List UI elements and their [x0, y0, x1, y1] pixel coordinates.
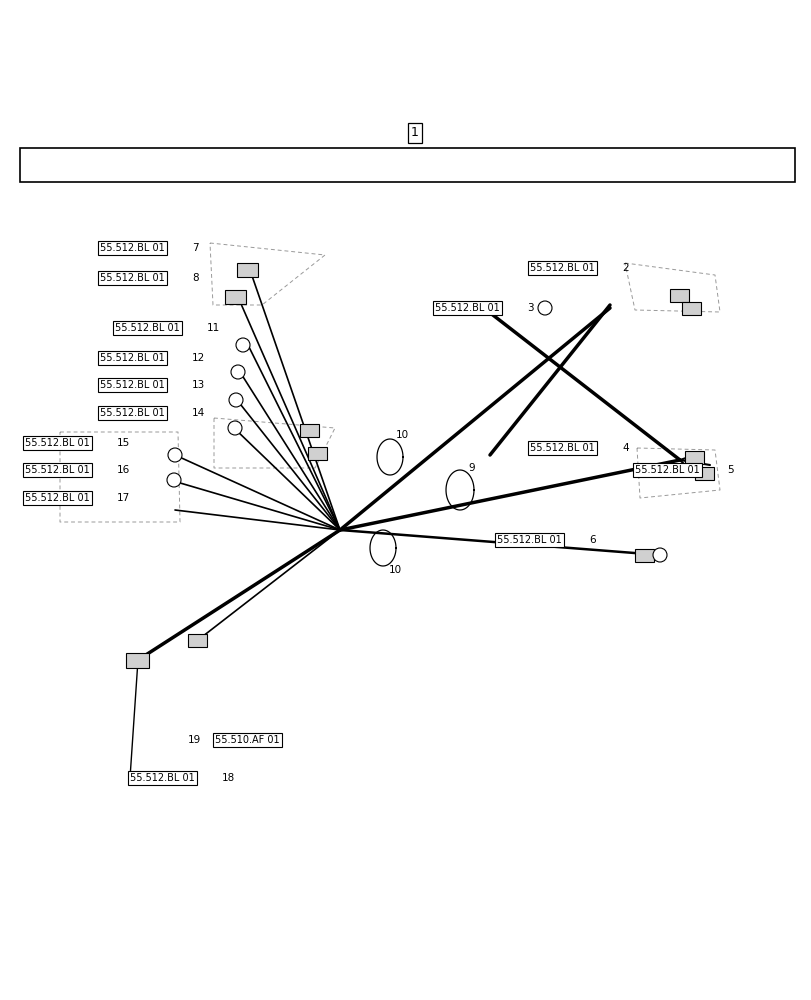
- Text: 15: 15: [117, 438, 130, 448]
- Text: 55.512.BL 01: 55.512.BL 01: [496, 535, 561, 545]
- Bar: [20, 148, 794, 182]
- Text: 55.512.BL 01: 55.512.BL 01: [530, 263, 594, 273]
- FancyBboxPatch shape: [300, 424, 319, 436]
- Circle shape: [229, 393, 242, 407]
- FancyBboxPatch shape: [188, 634, 208, 647]
- Circle shape: [167, 473, 181, 487]
- Text: 4: 4: [621, 443, 628, 453]
- Text: 19: 19: [187, 735, 201, 745]
- Text: 55.512.BL 01: 55.512.BL 01: [100, 353, 165, 363]
- Text: 12: 12: [191, 353, 205, 363]
- Text: 55.510.AF 01: 55.510.AF 01: [215, 735, 279, 745]
- Text: 18: 18: [221, 773, 235, 783]
- Text: 16: 16: [117, 465, 130, 475]
- Circle shape: [236, 338, 250, 352]
- Text: 55.512.BL 01: 55.512.BL 01: [100, 380, 165, 390]
- Text: 14: 14: [191, 408, 205, 418]
- Text: 55.512.BL 01: 55.512.BL 01: [25, 465, 90, 475]
- Text: 10: 10: [396, 430, 409, 440]
- Text: 10: 10: [388, 565, 401, 575]
- FancyBboxPatch shape: [682, 302, 701, 314]
- Text: 11: 11: [207, 323, 220, 333]
- Text: 55.512.BL 01: 55.512.BL 01: [25, 493, 90, 503]
- Circle shape: [538, 301, 551, 315]
- Text: 13: 13: [191, 380, 205, 390]
- Text: 55.512.BL 01: 55.512.BL 01: [100, 408, 165, 418]
- Text: 55.512.BL 01: 55.512.BL 01: [100, 273, 165, 283]
- Circle shape: [652, 548, 666, 562]
- Text: 8: 8: [191, 273, 199, 283]
- Text: 55.512.BL 01: 55.512.BL 01: [100, 243, 165, 253]
- FancyBboxPatch shape: [695, 466, 714, 480]
- Text: 7: 7: [191, 243, 199, 253]
- Circle shape: [230, 365, 245, 379]
- Text: 55.512.BL 01: 55.512.BL 01: [130, 773, 195, 783]
- Text: 1: 1: [410, 126, 418, 139]
- FancyBboxPatch shape: [635, 548, 654, 562]
- Text: 6: 6: [588, 535, 595, 545]
- Text: 55.512.BL 01: 55.512.BL 01: [115, 323, 179, 333]
- Text: 55.512.BL 01: 55.512.BL 01: [634, 465, 699, 475]
- Circle shape: [168, 448, 182, 462]
- FancyBboxPatch shape: [127, 652, 149, 668]
- FancyBboxPatch shape: [670, 288, 689, 302]
- FancyBboxPatch shape: [225, 290, 247, 304]
- Text: 5: 5: [726, 465, 732, 475]
- Circle shape: [228, 421, 242, 435]
- Text: 17: 17: [117, 493, 130, 503]
- Text: 2: 2: [621, 263, 628, 273]
- Text: 55.512.BL 01: 55.512.BL 01: [25, 438, 90, 448]
- Text: 3: 3: [526, 303, 533, 313]
- FancyBboxPatch shape: [237, 263, 258, 277]
- Text: 9: 9: [467, 463, 474, 473]
- Text: 55.512.BL 01: 55.512.BL 01: [435, 303, 499, 313]
- FancyBboxPatch shape: [308, 446, 327, 460]
- Text: 55.512.BL 01: 55.512.BL 01: [530, 443, 594, 453]
- FancyBboxPatch shape: [684, 450, 704, 464]
